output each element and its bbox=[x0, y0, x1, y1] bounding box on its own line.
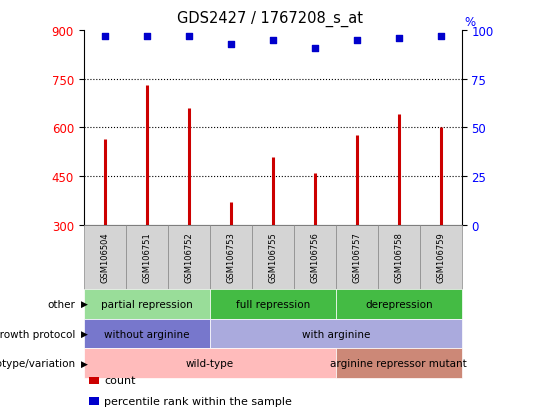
Point bbox=[100, 33, 109, 40]
Text: without arginine: without arginine bbox=[104, 329, 190, 339]
Point bbox=[184, 33, 193, 40]
Point bbox=[353, 37, 361, 44]
Text: GSM106755: GSM106755 bbox=[268, 232, 277, 282]
Text: GSM106752: GSM106752 bbox=[184, 232, 193, 282]
Text: arginine repressor mutant: arginine repressor mutant bbox=[330, 358, 467, 368]
Text: GSM106504: GSM106504 bbox=[100, 232, 109, 282]
Point bbox=[143, 33, 151, 40]
Text: GSM106758: GSM106758 bbox=[394, 232, 403, 282]
Text: derepression: derepression bbox=[365, 299, 433, 309]
Text: growth protocol: growth protocol bbox=[0, 329, 76, 339]
Text: GSM106751: GSM106751 bbox=[142, 232, 151, 282]
Text: wild-type: wild-type bbox=[186, 358, 234, 368]
Point bbox=[310, 45, 319, 52]
Point bbox=[436, 33, 445, 40]
Point bbox=[268, 37, 277, 44]
Text: count: count bbox=[104, 375, 136, 385]
Text: GSM106759: GSM106759 bbox=[436, 232, 445, 282]
Text: with arginine: with arginine bbox=[301, 329, 370, 339]
Text: %: % bbox=[464, 16, 476, 29]
Text: genotype/variation: genotype/variation bbox=[0, 358, 76, 368]
Text: partial repression: partial repression bbox=[101, 299, 193, 309]
Text: percentile rank within the sample: percentile rank within the sample bbox=[104, 396, 292, 406]
Point bbox=[226, 41, 235, 48]
Text: GSM106756: GSM106756 bbox=[310, 232, 319, 282]
Text: ▶: ▶ bbox=[81, 359, 88, 368]
Text: GDS2427 / 1767208_s_at: GDS2427 / 1767208_s_at bbox=[177, 10, 363, 26]
Text: full repression: full repression bbox=[235, 299, 310, 309]
Text: GSM106757: GSM106757 bbox=[352, 232, 361, 282]
Text: other: other bbox=[48, 299, 76, 309]
Point bbox=[394, 36, 403, 42]
Text: GSM106753: GSM106753 bbox=[226, 232, 235, 282]
Text: ▶: ▶ bbox=[81, 329, 88, 338]
Text: ▶: ▶ bbox=[81, 299, 88, 309]
